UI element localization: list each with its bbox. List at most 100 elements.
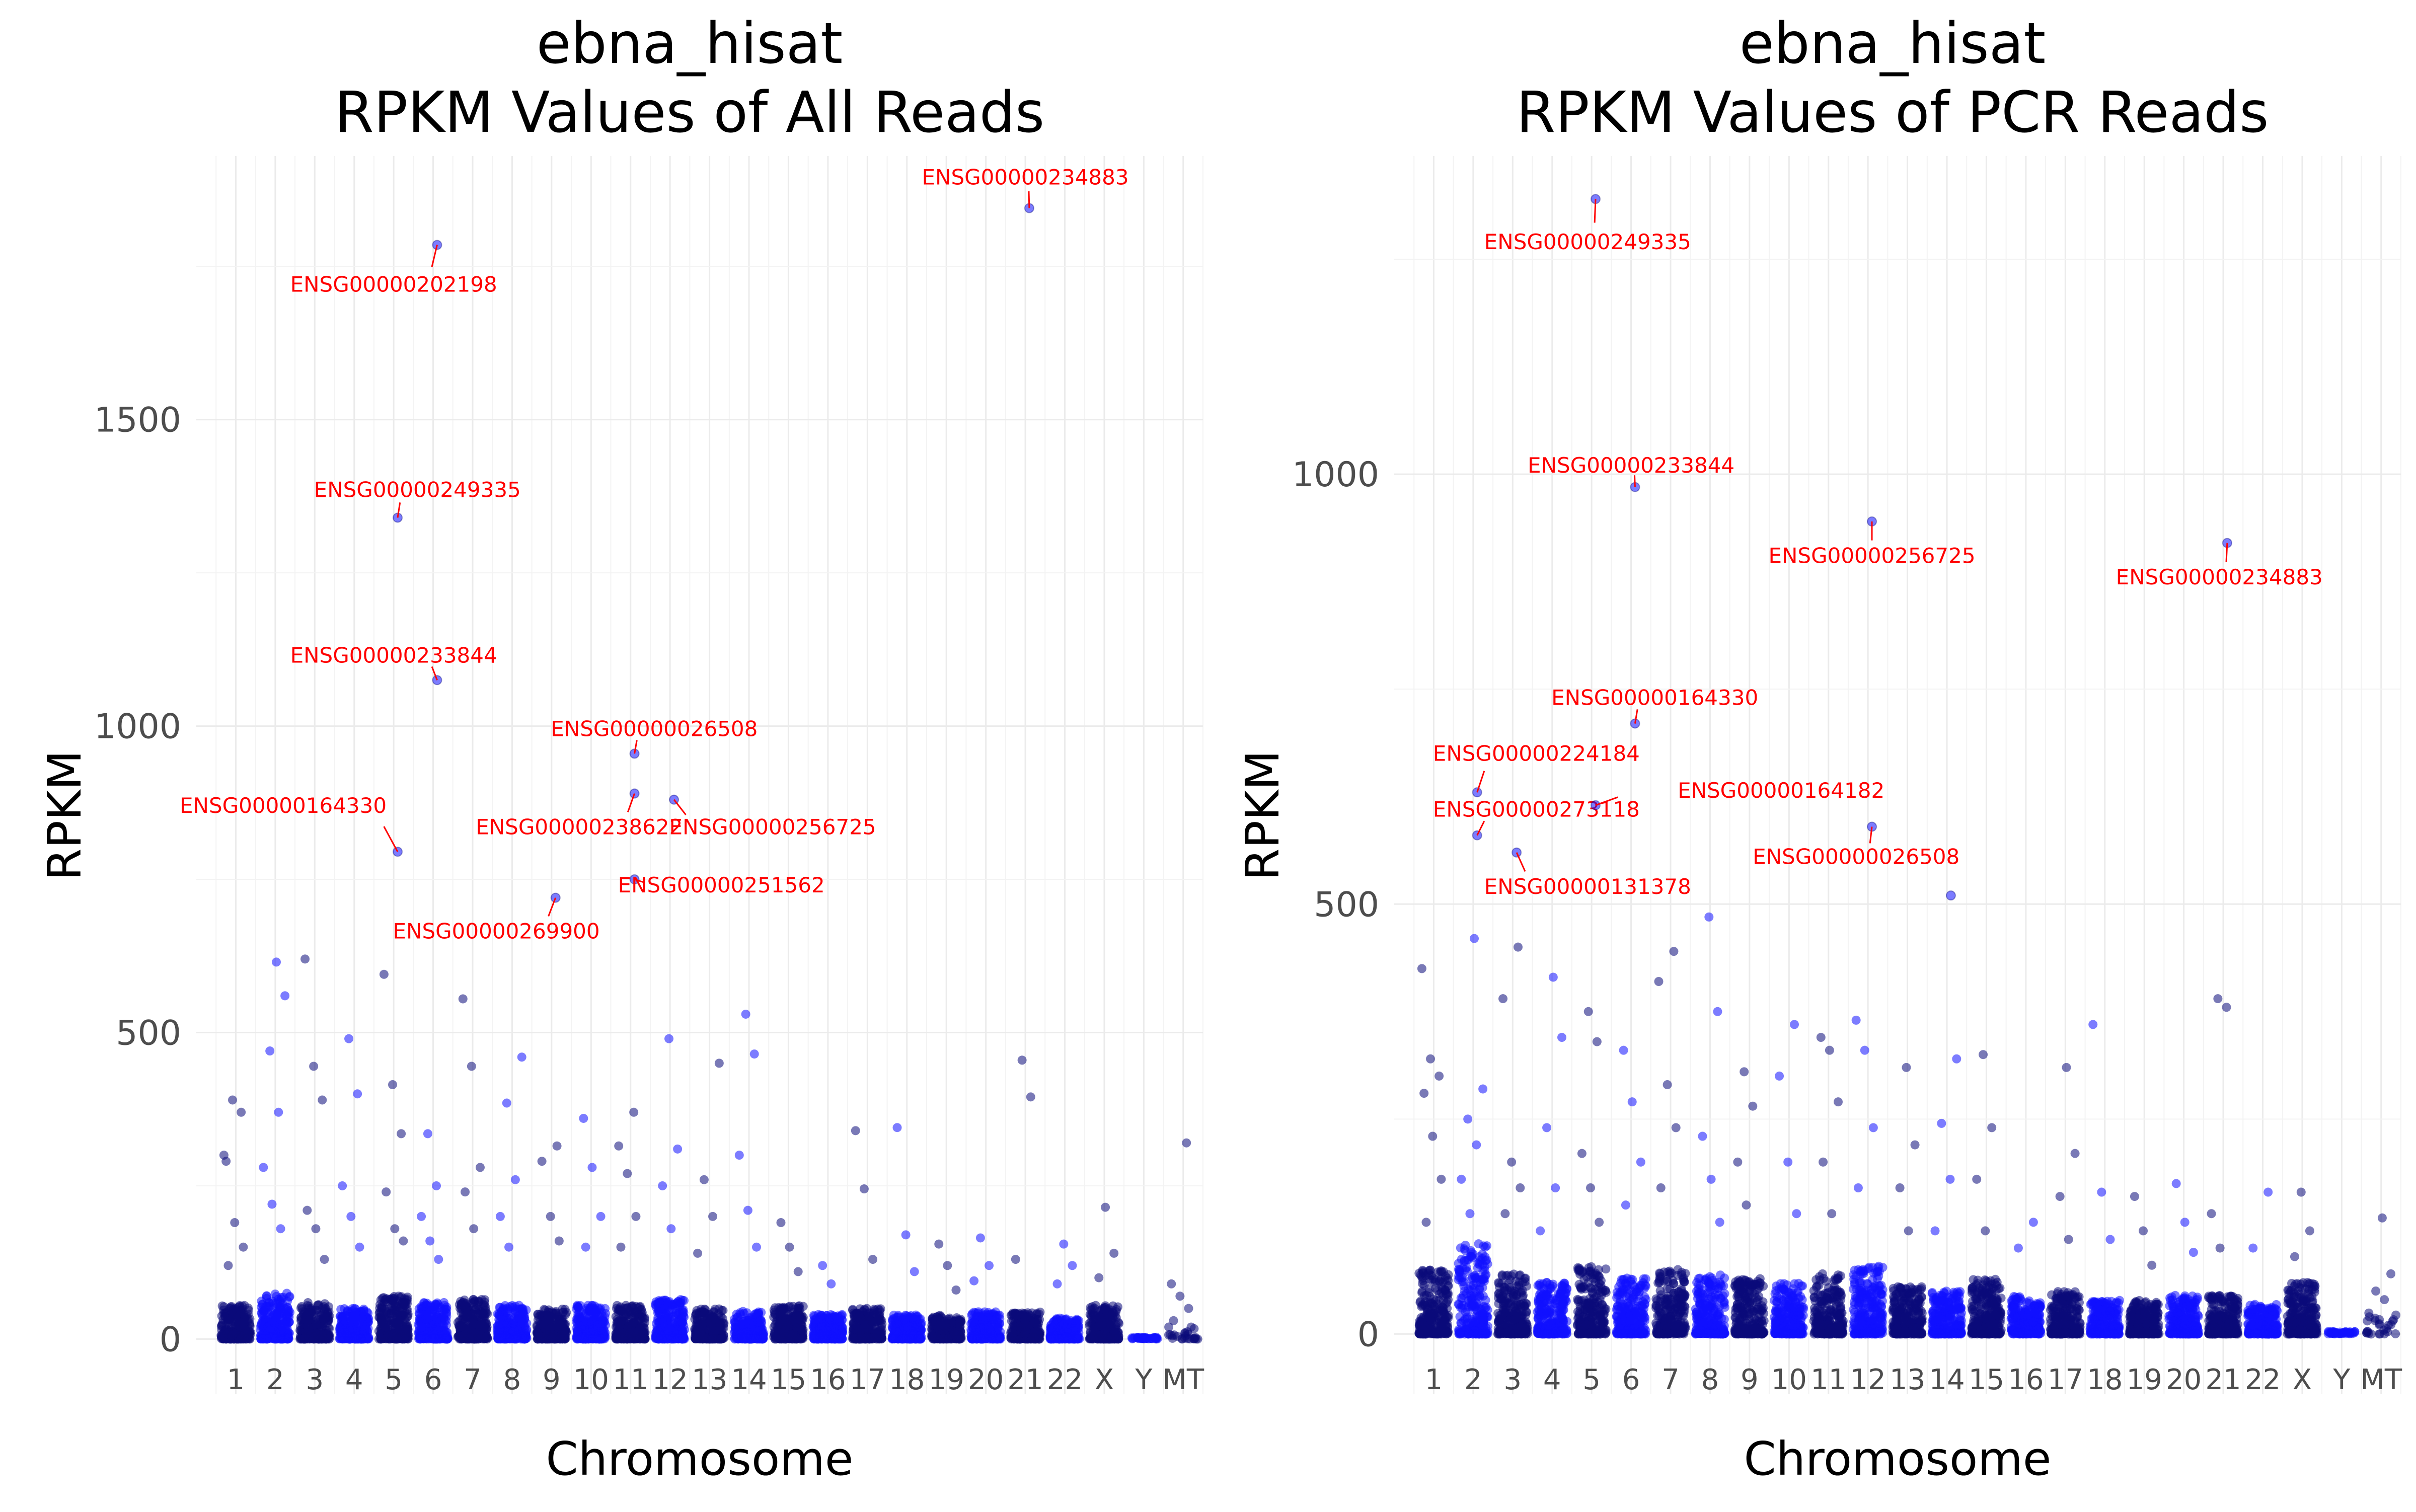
data-point [848, 1305, 857, 1314]
data-point [480, 1295, 489, 1304]
data-point [403, 1299, 412, 1308]
data-point [674, 1317, 683, 1326]
data-point [403, 1312, 412, 1321]
data-point [259, 1322, 268, 1331]
data-point [598, 1334, 608, 1343]
data-point [810, 1312, 819, 1321]
data-point [862, 1304, 871, 1313]
data-point [628, 1301, 637, 1310]
data-point [495, 1329, 504, 1338]
data-point [459, 1319, 468, 1328]
data-point [350, 1304, 359, 1313]
data-point [218, 1334, 228, 1343]
data-point [623, 1334, 632, 1343]
data-point [572, 1305, 581, 1314]
data-point [793, 1308, 802, 1317]
x-tick-label: Y [1135, 1364, 1153, 1396]
x-tick-label: 18 [889, 1364, 925, 1396]
data-point [665, 1297, 674, 1306]
data-point [297, 1315, 306, 1324]
data-point [518, 1330, 527, 1339]
data-point [539, 1332, 548, 1341]
data-point [628, 1310, 637, 1319]
data-point [700, 1308, 709, 1317]
data-point [419, 1302, 428, 1311]
data-point [759, 1333, 768, 1342]
data-point [482, 1332, 491, 1341]
data-point [711, 1305, 720, 1314]
data-point [772, 1334, 781, 1343]
data-point [637, 1305, 646, 1314]
data-point [854, 1324, 863, 1333]
x-tick-label: 21 [1007, 1364, 1043, 1396]
x-tick-label: 20 [968, 1364, 1004, 1396]
data-point [509, 1319, 518, 1328]
x-tick-label: X [1095, 1364, 1114, 1396]
data-point [346, 1318, 355, 1327]
data-point [555, 1332, 564, 1341]
data-point [732, 1313, 741, 1322]
x-tick-label: 3 [306, 1364, 324, 1396]
y-axis-title: RPKM [38, 750, 92, 880]
data-point [283, 1320, 292, 1329]
data-point [500, 1319, 509, 1328]
data-point [429, 1312, 438, 1321]
data-point [590, 1308, 599, 1317]
data-point [376, 1334, 386, 1343]
data-point [902, 1322, 911, 1331]
x-tick-label: 2 [266, 1364, 284, 1396]
data-point [817, 1321, 826, 1330]
data-point [746, 1334, 756, 1343]
data-point [546, 1331, 555, 1340]
data-point [414, 1320, 423, 1329]
data-point [655, 1328, 664, 1337]
data-point [262, 1294, 271, 1303]
x-tick-label: 4 [345, 1364, 363, 1396]
data-point [461, 1300, 470, 1309]
data-point [585, 1320, 594, 1329]
data-point [225, 1314, 235, 1323]
data-point [382, 1323, 391, 1332]
data-point [431, 1334, 440, 1343]
x-tick-label: 9 [543, 1364, 561, 1396]
data-point [454, 1331, 463, 1340]
data-point [676, 1295, 685, 1304]
data-point [395, 1316, 404, 1325]
y-tick-label: 0 [160, 1320, 181, 1359]
data-point [519, 1319, 528, 1328]
x-tick-label: 19 [929, 1364, 964, 1396]
data-point [771, 1326, 780, 1335]
data-point [269, 1318, 278, 1327]
x-tick-label: 1 [227, 1364, 245, 1396]
data-point [875, 1311, 884, 1320]
data-point [441, 1333, 450, 1342]
data-point [277, 1295, 286, 1304]
data-point [400, 1325, 409, 1334]
data-point [480, 1319, 489, 1328]
data-point [889, 1314, 898, 1323]
data-point [777, 1309, 786, 1318]
data-point [471, 1305, 480, 1314]
x-tick-label: 10 [573, 1364, 609, 1396]
chart-subtitle: RPKM Values of All Reads [335, 80, 1044, 145]
data-point [698, 1334, 707, 1343]
data-point [305, 1333, 314, 1342]
x-tick-label: 8 [503, 1364, 521, 1396]
data-point [581, 1333, 590, 1342]
data-point [440, 1316, 449, 1325]
data-point [285, 1293, 294, 1302]
data-point [283, 1303, 292, 1312]
data-point [657, 1316, 666, 1325]
data-point [244, 1332, 253, 1341]
x-tick-label: 5 [385, 1364, 403, 1396]
x-tick-label: 16 [810, 1364, 846, 1396]
data-point [389, 1331, 398, 1340]
data-point [790, 1334, 799, 1343]
x-tick-label: 22 [1047, 1364, 1083, 1396]
data-point [439, 1298, 448, 1307]
data-point [865, 1325, 874, 1334]
x-tick-label: 11 [613, 1364, 648, 1396]
